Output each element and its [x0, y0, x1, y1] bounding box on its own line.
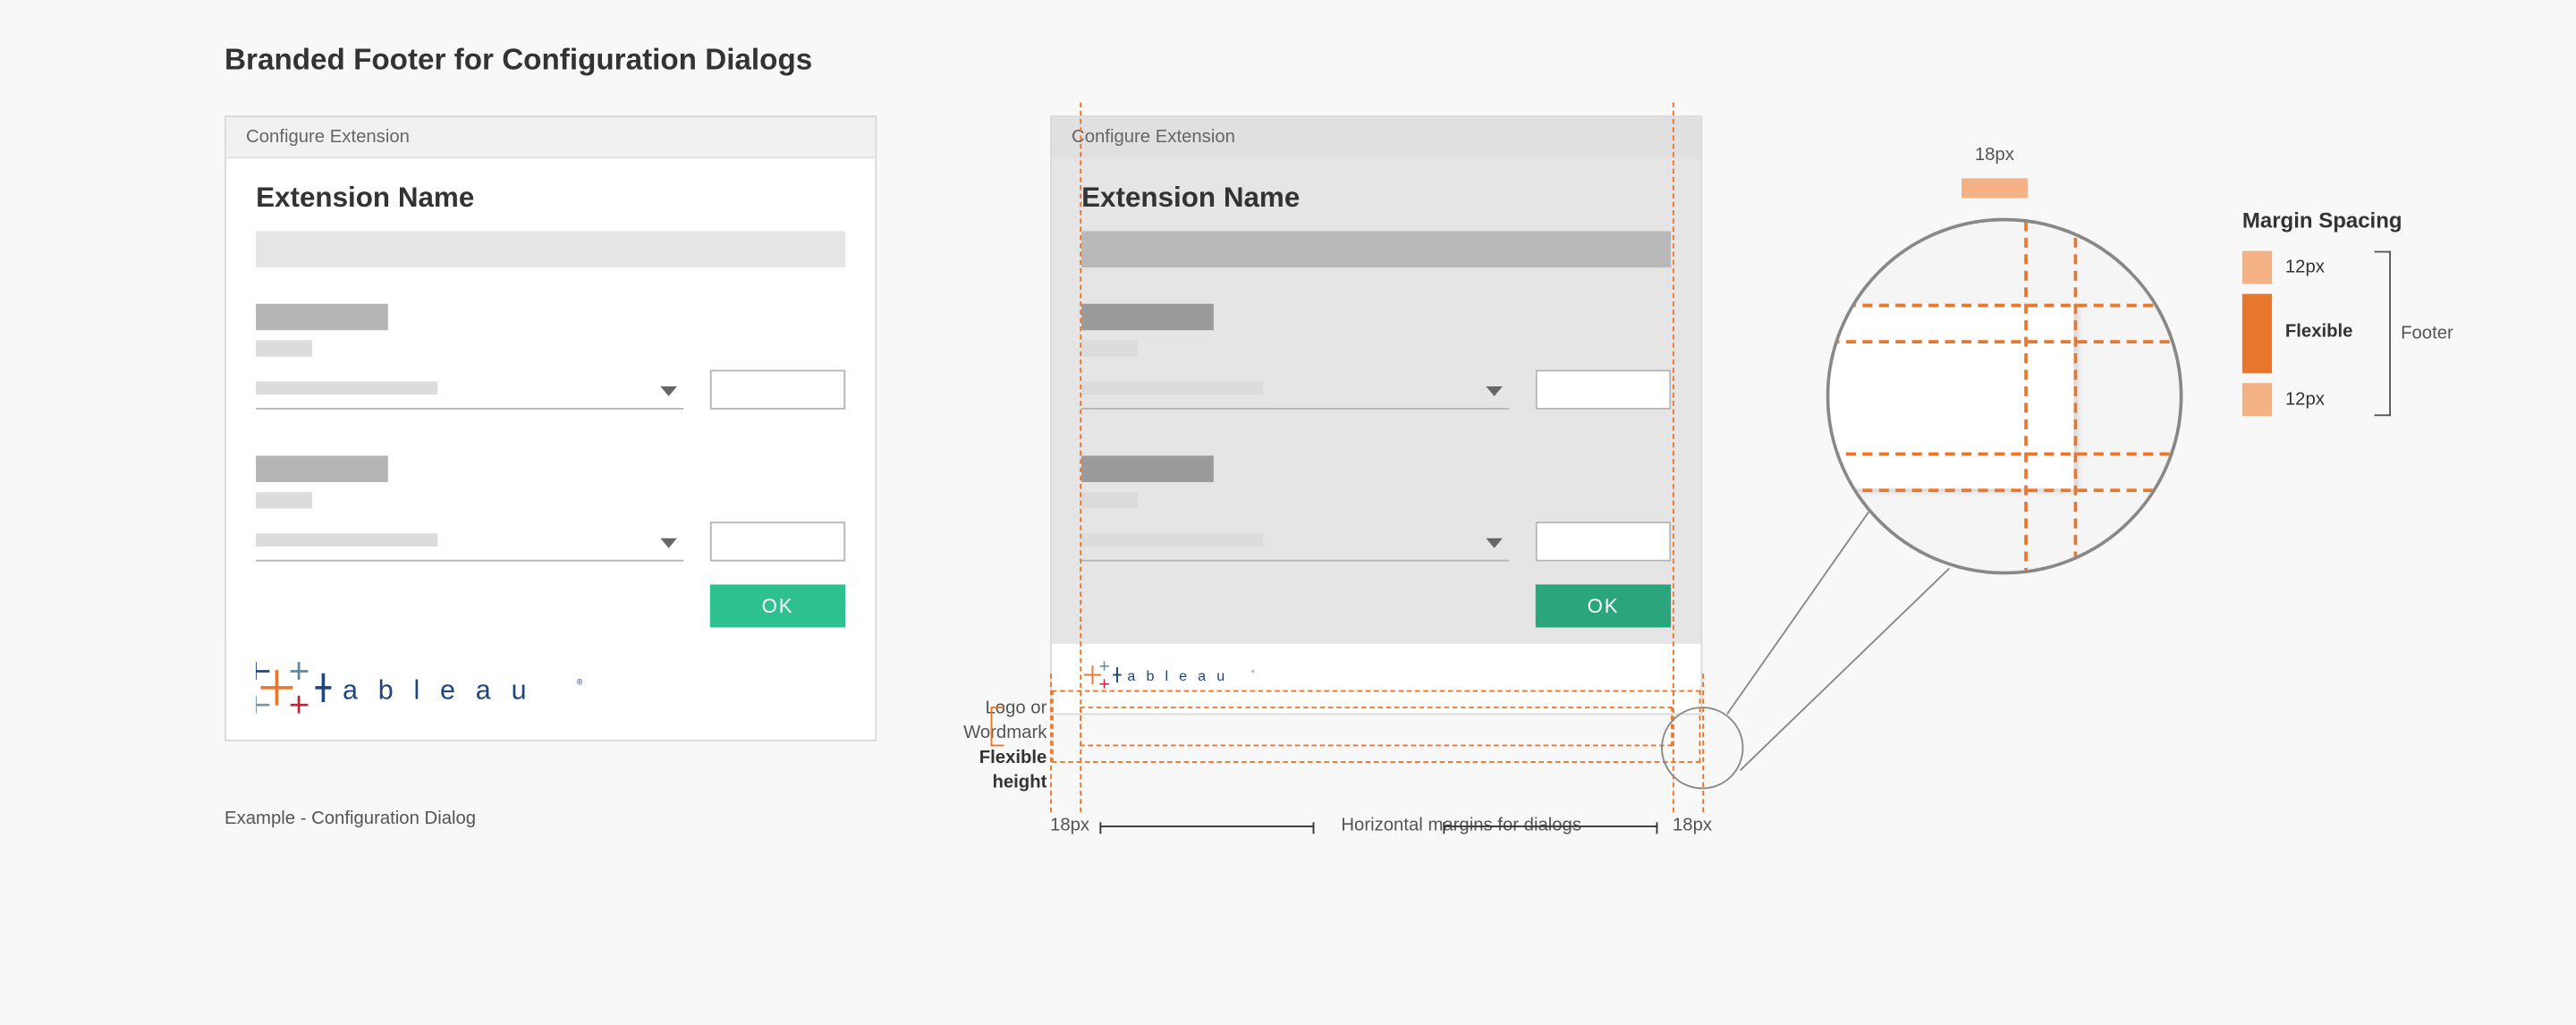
footer-outline-inner — [1080, 707, 1673, 746]
margin-label-left: 18px — [1050, 816, 1080, 835]
section-label — [1081, 304, 1214, 331]
zoom-circle — [1826, 218, 2183, 575]
hm-line-right — [1443, 826, 1657, 827]
select-input[interactable] — [256, 519, 683, 562]
footer-bracket — [2375, 251, 2391, 417]
dialog-footer: a b l e a u ® — [226, 644, 875, 740]
dialog-header: Configure Extension — [226, 117, 875, 158]
legend-label-bot: 12px — [2285, 390, 2325, 410]
svg-text:®: ® — [1251, 669, 1255, 675]
field-label — [256, 340, 312, 356]
tableau-logo: a b l e a u ® — [256, 660, 845, 716]
ok-button[interactable]: OK — [710, 584, 845, 627]
text-input[interactable] — [710, 370, 845, 410]
extension-name-heading: Extension Name — [256, 182, 845, 215]
page-title: Branded Footer for Configuration Dialogs — [225, 43, 812, 78]
extension-name-heading: Extension Name — [1081, 182, 1671, 215]
field-label — [1081, 340, 1138, 356]
swatch-top — [2242, 251, 2272, 284]
logo-height-bracket — [991, 707, 1004, 746]
hm-line-left — [1099, 826, 1314, 827]
legend-label-top: 12px — [2285, 258, 2325, 277]
field-label — [1081, 492, 1138, 508]
section-label — [1081, 455, 1214, 482]
select-input[interactable] — [1081, 519, 1509, 562]
footer-bracket-label: Footer — [2401, 324, 2453, 343]
chip-18px — [1962, 178, 2028, 198]
placeholder-bar — [256, 231, 845, 267]
margin-label-right: 18px — [1673, 816, 1709, 835]
placeholder-bar — [1081, 231, 1671, 267]
section-label — [256, 455, 388, 482]
legend-label-mid: Flexible — [2285, 322, 2353, 342]
svg-text:a b l e a u: a b l e a u — [343, 674, 533, 705]
svg-text:®: ® — [577, 677, 583, 686]
dialog-header: Configure Extension — [1052, 117, 1700, 158]
logo-height-label: Logo or Wordmark Flexibleheight — [895, 697, 1047, 795]
chevron-down-icon — [660, 538, 676, 548]
select-input[interactable] — [1081, 367, 1509, 410]
chip-18px-label: 18px — [1975, 145, 2014, 165]
text-input[interactable] — [1536, 521, 1671, 561]
dialog-body: Extension Name OK — [226, 158, 875, 644]
annotated-dialog: Configure Extension Extension Name OK — [1050, 115, 1702, 715]
swatch-bot — [2242, 383, 2272, 416]
chevron-down-icon — [1486, 386, 1502, 396]
svg-text:a b l e a u: a b l e a u — [1127, 668, 1228, 684]
chevron-down-icon — [1486, 538, 1502, 548]
swatch-mid — [2242, 294, 2272, 374]
example-dialog: Configure Extension Extension Name OK — [225, 115, 877, 741]
dialog-body: Extension Name OK — [1052, 158, 1700, 644]
tableau-logo: a b l e a u ® — [1081, 660, 1671, 690]
field-label — [256, 492, 312, 508]
chevron-down-icon — [660, 386, 676, 396]
example-caption: Example - Configuration Dialog — [225, 809, 476, 829]
ok-button[interactable]: OK — [1536, 584, 1671, 627]
select-input[interactable] — [256, 367, 683, 410]
text-input[interactable] — [710, 521, 845, 561]
section-label — [256, 304, 388, 331]
text-input[interactable] — [1536, 370, 1671, 410]
zoom-leader-bottom — [1740, 568, 1950, 771]
zoom-footer-block — [1829, 304, 2073, 489]
zoom-source-circle — [1661, 707, 1743, 789]
legend-title: Margin Spacing — [2242, 208, 2402, 233]
